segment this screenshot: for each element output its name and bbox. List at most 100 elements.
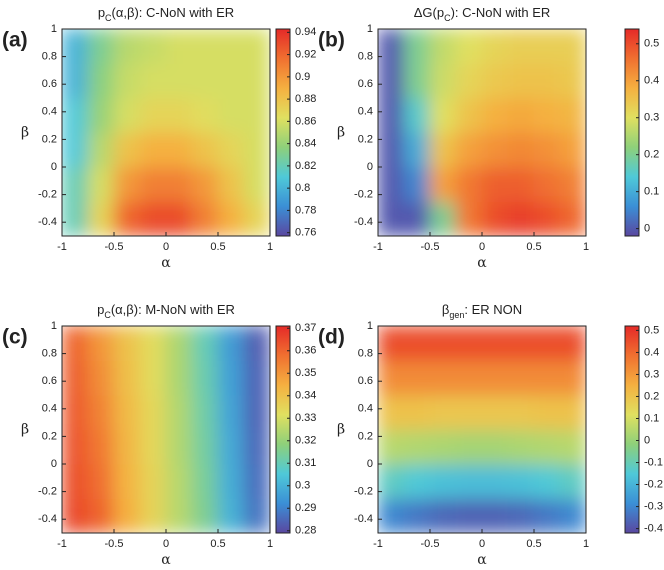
heat-cell — [139, 429, 167, 465]
heat-cell — [87, 166, 115, 202]
colorbar-tick-label: 0.2 — [644, 149, 659, 161]
colorbar-tick-label: 0.4 — [644, 346, 659, 358]
y-tick-label: 0.4 — [42, 403, 57, 415]
heat-cell — [559, 326, 586, 361]
heat-cell — [429, 132, 457, 168]
heat-cell — [378, 360, 405, 396]
heat-cell — [243, 201, 270, 236]
heat-cell — [403, 429, 431, 465]
title-part: p — [98, 5, 105, 20]
heat-cell — [507, 498, 535, 533]
x-tick-label: -1 — [57, 538, 67, 550]
heat-cell — [403, 132, 431, 168]
heat-cell — [533, 498, 561, 533]
heat-cell — [559, 63, 586, 99]
colorbar-tick-label: -0.3 — [644, 500, 663, 512]
colorbar-tick-label: 0.1 — [644, 412, 659, 424]
heat-cell — [378, 498, 405, 533]
heatmap-cells — [378, 29, 586, 236]
colorbar-tick-label: 0.34 — [295, 390, 316, 402]
heat-cell — [403, 360, 431, 396]
colorbar-tick-label: 0.28 — [295, 525, 316, 537]
heat-cell — [87, 63, 115, 99]
heat-cell — [429, 394, 457, 430]
heat-cell — [165, 463, 193, 499]
heat-cell — [507, 29, 535, 64]
heat-cell — [455, 132, 483, 168]
heat-cell — [191, 429, 219, 465]
colorbar-tick-label: 0.94 — [295, 26, 316, 38]
heat-cell — [217, 166, 245, 202]
colorbar-tick-label: 0.5 — [644, 324, 659, 336]
heat-cell — [165, 29, 193, 64]
y-axis-label: β — [21, 125, 29, 141]
title-part: ΔG(p — [414, 5, 444, 20]
y-tick-label: 1 — [367, 23, 373, 35]
colorbar-tick-label: 0.9 — [295, 71, 310, 83]
heat-cell — [455, 498, 483, 533]
heat-cell — [243, 394, 270, 430]
x-tick-label: -0.5 — [421, 241, 440, 253]
colorbar-tick-label: 0.3 — [644, 368, 659, 380]
y-tick-label: -0.2 — [354, 486, 373, 498]
heat-cell — [559, 463, 586, 499]
heatmap — [378, 29, 586, 236]
heat-cell — [165, 132, 193, 168]
heat-cell — [243, 463, 270, 499]
heat-cell — [403, 97, 431, 133]
heat-cell — [165, 201, 193, 236]
heat-cell — [191, 132, 219, 168]
heat-cell — [191, 326, 219, 361]
title-part: (α,β): M-NoN with ER — [111, 302, 235, 317]
heat-cell — [87, 463, 115, 499]
heat-cell — [62, 166, 89, 202]
heat-cell — [507, 360, 535, 396]
chart-title: βgen: ER NON — [442, 302, 522, 320]
x-tick-label: 1 — [267, 538, 273, 550]
heat-cell — [139, 63, 167, 99]
x-axis-label: α — [477, 552, 487, 568]
heat-cell — [217, 429, 245, 465]
heat-cell — [403, 326, 431, 361]
y-tick-label: 0.4 — [358, 106, 373, 118]
y-tick-label: 1 — [51, 23, 57, 35]
heat-cell — [243, 498, 270, 533]
heat-cell — [481, 498, 509, 533]
colorbar-tick-label: 0.88 — [295, 93, 316, 105]
heat-cell — [191, 201, 219, 236]
heat-cell — [165, 166, 193, 202]
heat-cell — [455, 463, 483, 499]
colorbar-tick-label: 0.4 — [644, 75, 659, 87]
colorbar-tick-label: 0.3 — [644, 112, 659, 124]
colorbar-tick-label: 0.33 — [295, 412, 316, 424]
heat-cell — [429, 498, 457, 533]
x-axis-label: α — [161, 255, 171, 271]
heat-cell — [113, 29, 141, 64]
x-tick-label: 0.5 — [526, 241, 541, 253]
heat-cell — [243, 63, 270, 99]
x-tick-label: 0 — [163, 538, 169, 550]
heat-cell — [533, 166, 561, 202]
y-tick-label: 0.8 — [42, 51, 57, 63]
heat-cell — [139, 326, 167, 361]
heat-cell — [217, 132, 245, 168]
heat-cell — [113, 166, 141, 202]
heat-cell — [62, 97, 89, 133]
heat-cell — [217, 463, 245, 499]
heat-cell — [243, 29, 270, 64]
x-tick-label: 0.5 — [210, 538, 225, 550]
heat-cell — [403, 201, 431, 236]
heat-cell — [378, 63, 405, 99]
heat-cell — [113, 360, 141, 396]
heat-cell — [429, 429, 457, 465]
heat-cell — [378, 326, 405, 361]
heat-cell — [559, 394, 586, 430]
chart-title: pC(α,β): C-NoN with ER — [98, 5, 234, 23]
x-tick-label: 0 — [479, 538, 485, 550]
colorbar-tick-label: 0.37 — [295, 322, 316, 334]
heat-cell — [139, 201, 167, 236]
heat-cell — [455, 394, 483, 430]
y-tick-label: 0.6 — [358, 78, 373, 90]
heat-cell — [559, 97, 586, 133]
y-tick-label: 0.8 — [358, 51, 373, 63]
